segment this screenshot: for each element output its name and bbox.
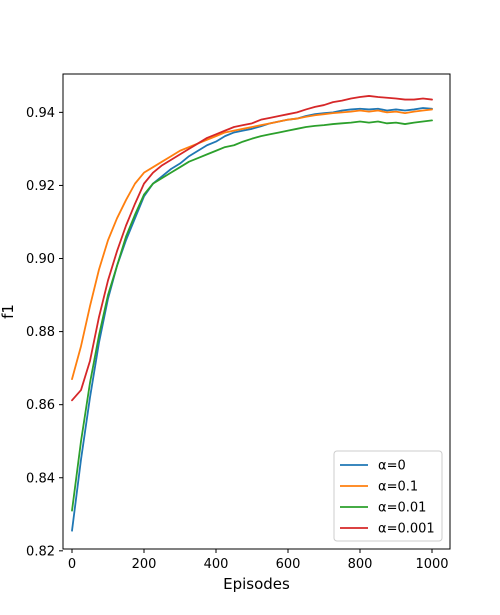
legend-entry-label: α=0.01 [378,501,426,516]
y-tick-label: 0.90 [26,252,55,267]
series-line-3 [71,95,433,402]
x-tick-label: 600 [276,557,301,572]
x-tick-label: 800 [348,557,373,572]
series-line-1 [71,108,433,381]
y-tick-label: 0.84 [26,471,55,486]
y-tick-label: 0.82 [26,544,55,559]
y-axis: 0.82 0.84 0.86 0.88 0.90 0.92 0.94 [26,106,63,559]
series-line-0 [71,107,433,532]
x-tick-label: 200 [132,557,157,572]
y-tick-label: 0.88 [26,325,55,340]
series-line-2 [71,119,433,512]
x-tick-label: 400 [204,557,229,572]
legend-entry-label: α=0 [378,459,406,474]
legend-entry-label: α=0.1 [378,480,418,495]
x-axis-label: Episodes [223,575,290,593]
legend-box [333,450,443,542]
x-tick-label: 1000 [415,557,448,572]
y-tick-label: 0.94 [26,106,55,121]
y-axis-label: f1 [0,304,17,319]
plot-area [71,95,433,532]
y-tick-label: 0.92 [26,179,55,194]
legend: α=0 α=0.1 α=0.01 α=0.001 [333,450,443,542]
axes-frame [62,73,451,550]
x-axis: 0 200 400 600 800 1000 [68,549,449,572]
x-tick-label: 0 [68,557,76,572]
y-tick-label: 0.86 [26,398,55,413]
legend-entry-label: α=0.001 [378,522,435,537]
